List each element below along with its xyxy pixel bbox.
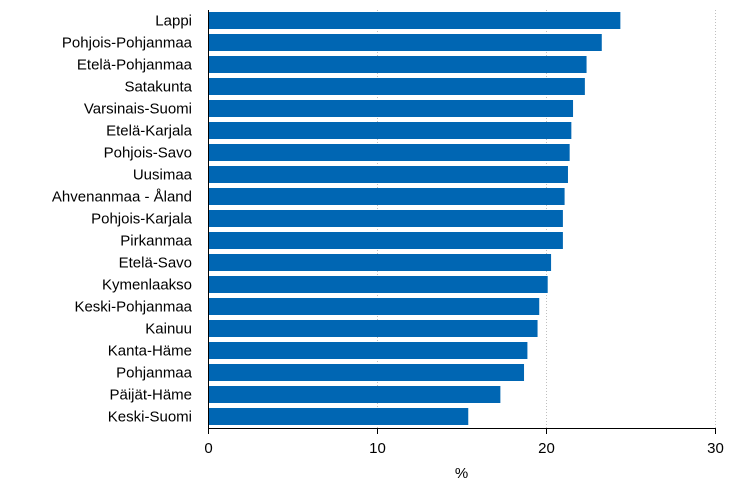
x-tick-label: 10 (369, 440, 386, 457)
category-label: Satakunta (124, 79, 192, 96)
category-label: Uusimaa (133, 167, 193, 184)
bar (208, 386, 501, 403)
bar (208, 56, 587, 73)
bar (208, 166, 568, 183)
bar (208, 12, 621, 29)
category-label: Etelä-Karjala (106, 123, 193, 140)
category-label: Lappi (155, 13, 192, 30)
category-labels: Lappi Pohjois-Pohjanmaa Etelä-Pohjanmaa Sat… (52, 13, 193, 426)
bar (208, 34, 602, 51)
category-label: Varsinais-Suomi (84, 101, 192, 118)
category-label: Pohjanmaa (116, 365, 193, 382)
x-tick-label: 0 (204, 440, 212, 457)
bar (208, 188, 565, 205)
bar (208, 122, 572, 139)
bar (208, 144, 570, 161)
category-label: Etelä-Savo (119, 255, 192, 272)
bar (208, 232, 563, 249)
x-tick-label: 20 (538, 440, 555, 457)
bar (208, 210, 563, 227)
bar (208, 320, 538, 337)
category-label: Pohjois-Karjala (91, 211, 193, 228)
category-label: Etelä-Pohjanmaa (77, 57, 193, 74)
category-label: Ahvenanmaa - Åland (52, 189, 192, 206)
x-axis: 0 10 20 30 (204, 10, 724, 457)
bar (208, 298, 540, 315)
bar (208, 342, 528, 359)
category-label: Kainuu (145, 321, 192, 338)
category-label: Kanta-Häme (108, 343, 192, 360)
bar (208, 276, 548, 293)
x-tick-label: 30 (707, 440, 724, 457)
category-label: Kymenlaakso (102, 277, 192, 294)
bar (208, 254, 552, 271)
category-label: Keski-Suomi (108, 409, 192, 426)
bar (208, 78, 585, 95)
bar (208, 100, 574, 117)
category-label: Pirkanmaa (120, 233, 192, 250)
bars (208, 12, 621, 425)
x-axis-title: % (455, 465, 468, 482)
category-label: Pohjois-Pohjanmaa (62, 35, 193, 52)
bar (208, 364, 525, 381)
category-label: Pohjois-Savo (104, 145, 192, 162)
category-label: Päijät-Häme (109, 387, 192, 404)
category-label: Keski-Pohjanmaa (74, 299, 192, 316)
bar (208, 408, 469, 425)
